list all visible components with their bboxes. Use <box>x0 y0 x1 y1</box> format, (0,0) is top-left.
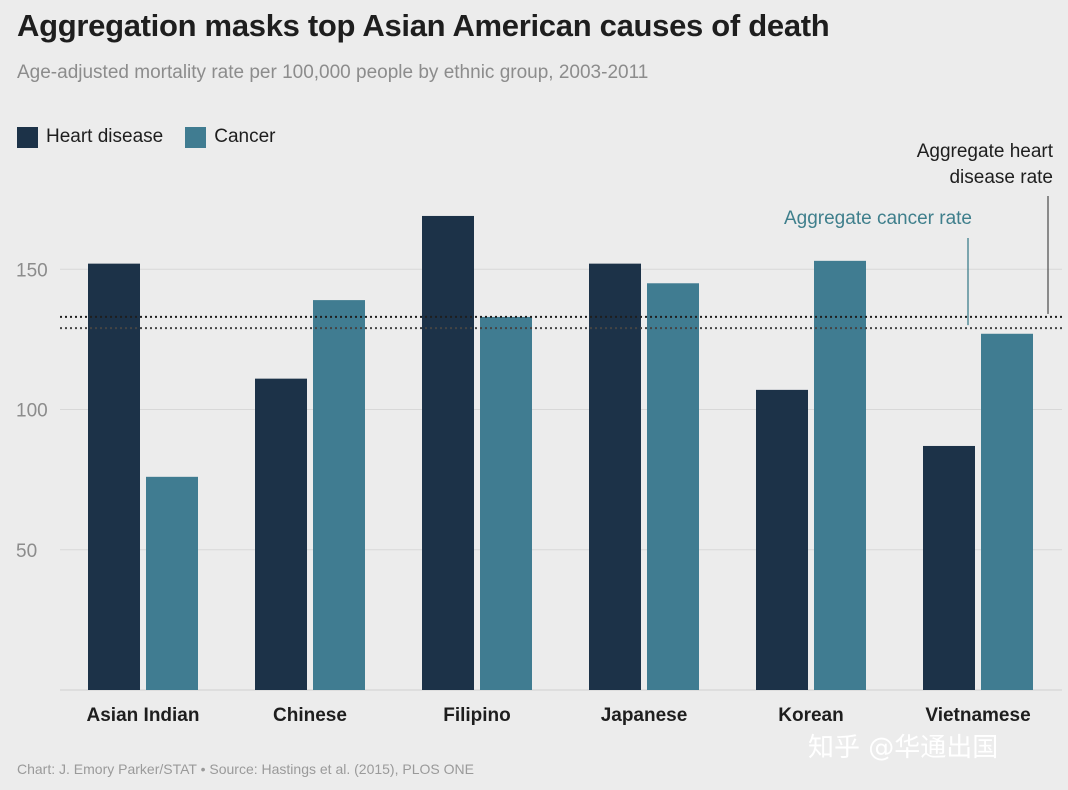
x-tick-label-vietnamese: Vietnamese <box>925 705 1030 726</box>
x-tick-label-japanese: Japanese <box>601 705 688 726</box>
legend-label-cancer: Cancer <box>214 126 276 147</box>
bar-japanese-heart-disease <box>589 263 641 690</box>
legend: Heart disease Cancer <box>17 126 287 148</box>
annotation-label-heart-disease-line-2: disease rate <box>949 167 1053 188</box>
watermark: 知乎 @华通出国 <box>808 733 999 763</box>
x-tick-label-chinese: Chinese <box>273 705 347 726</box>
legend-swatch-cancer <box>185 126 207 148</box>
x-tick-label-asian-indian: Asian Indian <box>87 705 200 726</box>
bar-korean-heart-disease <box>756 389 808 690</box>
legend-swatch-heart-disease <box>17 126 38 148</box>
source-credit: Chart: J. Emory Parker/STAT • Source: Ha… <box>17 761 474 777</box>
legend-label-heart-disease: Heart disease <box>46 126 164 147</box>
bar-asian-indian-heart-disease <box>88 263 140 690</box>
chart-subtitle: Age-adjusted mortality rate per 100,000 … <box>17 62 649 83</box>
bar-filipino-heart-disease <box>422 215 474 690</box>
bar-asian-indian-cancer <box>146 476 198 690</box>
x-tick-label-filipino: Filipino <box>443 705 511 726</box>
y-tick-label-50: 50 <box>16 541 37 562</box>
legend-entry-heart-disease: Heart disease <box>17 126 163 148</box>
bar-japanese-cancer <box>647 283 699 690</box>
legend-entry-cancer: Cancer <box>185 126 275 148</box>
bar-chinese-cancer <box>313 300 365 690</box>
bar-korean-cancer <box>814 260 866 690</box>
bar-chinese-heart-disease <box>255 378 307 690</box>
annotation-label-heart-disease-line-1: Aggregate heart <box>917 141 1054 162</box>
x-tick-label-korean: Korean <box>778 705 843 726</box>
y-tick-label-100: 100 <box>16 401 48 422</box>
annotation-label-cancer-line-1: Aggregate cancer rate <box>784 208 972 229</box>
chart-title: Aggregation masks top Asian American cau… <box>17 8 830 43</box>
bar-vietnamese-heart-disease <box>923 445 975 690</box>
bar-vietnamese-cancer <box>981 333 1033 690</box>
bar-filipino-cancer <box>480 316 532 690</box>
y-tick-label-150: 150 <box>16 260 48 281</box>
